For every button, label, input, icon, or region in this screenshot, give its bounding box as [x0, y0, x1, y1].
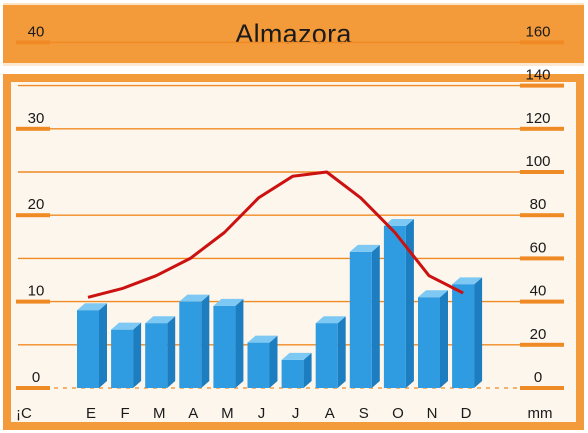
- bar-top: [111, 322, 142, 330]
- bar-top: [77, 303, 107, 311]
- bar-top: [418, 290, 448, 298]
- category-label: M: [221, 405, 234, 422]
- right-tick-marker: [520, 256, 564, 261]
- bar: [247, 342, 270, 388]
- right-tick-marker: [520, 170, 564, 174]
- bar-top: [179, 294, 210, 302]
- right-tick-label: 80: [530, 196, 547, 213]
- bar-side: [133, 322, 142, 388]
- left-tick-marker: [16, 299, 50, 304]
- chart-title: Almazora: [235, 18, 352, 49]
- bar: [111, 329, 134, 388]
- category-label: O: [392, 405, 404, 422]
- left-tick-marker: [16, 386, 50, 390]
- category-label: D: [461, 405, 472, 422]
- bar-top: [145, 316, 176, 324]
- category-label: J: [292, 405, 300, 422]
- bar-side: [269, 335, 278, 388]
- bar-top: [281, 352, 312, 360]
- bar-top: [315, 316, 346, 324]
- left-tick-marker: [16, 40, 50, 45]
- right-tick-marker: [520, 386, 564, 390]
- left-tick-label: 0: [32, 369, 40, 386]
- bar: [418, 297, 440, 388]
- right-tick-marker: [520, 342, 564, 347]
- bar: [383, 226, 406, 388]
- left-tick-label: 40: [28, 23, 45, 40]
- right-tick-label: 40: [530, 283, 547, 300]
- bar: [281, 359, 304, 388]
- category-label: S: [359, 405, 369, 422]
- right-tick-label: 120: [525, 110, 550, 127]
- temperature-line: [87, 170, 464, 299]
- bar-side: [405, 219, 414, 388]
- right-tick-marker: [520, 213, 564, 218]
- bar-side: [303, 352, 312, 388]
- bar: [315, 323, 338, 388]
- bar-side: [167, 316, 176, 388]
- bar-side: [371, 244, 380, 388]
- bar: [77, 310, 99, 388]
- bar: [145, 323, 168, 388]
- right-tick-marker: [520, 126, 564, 131]
- left-tick-label: 10: [28, 283, 45, 300]
- bar: [179, 301, 202, 388]
- right-tick-marker: [520, 299, 564, 304]
- bar-side: [440, 290, 448, 388]
- bar-side: [337, 316, 346, 388]
- category-label: E: [86, 405, 96, 422]
- bar-side: [474, 277, 483, 388]
- bar-side: [99, 303, 107, 388]
- bar: [452, 284, 475, 388]
- right-axis-label: mm: [528, 405, 553, 422]
- right-tick-label: 100: [525, 153, 550, 170]
- bar-top: [247, 335, 278, 343]
- right-tick-label: 140: [525, 67, 550, 84]
- category-label: J: [258, 405, 266, 422]
- bar-top: [213, 298, 244, 306]
- bar: [349, 251, 372, 388]
- category-label: N: [427, 405, 438, 422]
- category-label: M: [153, 405, 166, 422]
- bar-side: [201, 294, 210, 388]
- title-bar: Almazora: [3, 3, 584, 66]
- right-tick-label: 60: [530, 239, 547, 256]
- left-tick-label: 30: [28, 110, 45, 127]
- left-tick-marker: [16, 126, 50, 131]
- left-axis-label: ¡C: [16, 405, 32, 422]
- right-tick-marker: [520, 83, 564, 88]
- right-tick-label: 0: [534, 369, 542, 386]
- bar: [213, 305, 236, 388]
- category-label: A: [188, 405, 198, 422]
- right-tick-label: 160: [525, 23, 550, 40]
- bar-top: [452, 277, 483, 285]
- bar-top: [349, 244, 380, 252]
- left-tick-marker: [16, 213, 50, 218]
- right-tick-marker: [520, 40, 564, 45]
- category-label: A: [325, 405, 335, 422]
- left-tick-label: 20: [28, 196, 45, 213]
- right-tick-label: 20: [530, 326, 547, 343]
- bar-side: [235, 298, 244, 388]
- bar-top: [383, 219, 414, 226]
- category-label: F: [121, 405, 130, 422]
